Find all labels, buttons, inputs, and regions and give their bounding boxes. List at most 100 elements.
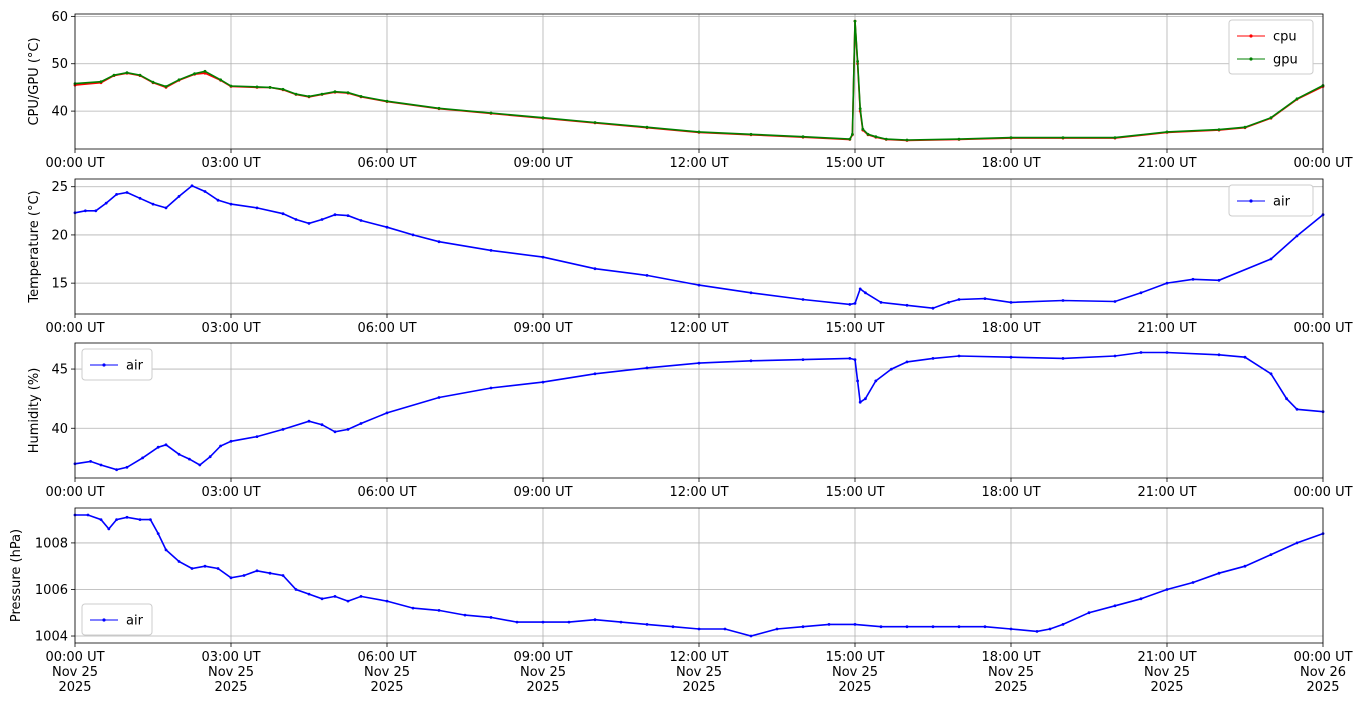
air-data-point xyxy=(385,411,389,415)
air-data-point xyxy=(1113,604,1117,608)
air-data-point xyxy=(671,625,675,629)
air-data-point xyxy=(567,620,571,624)
legend: air xyxy=(1228,184,1314,217)
gpu-data-point xyxy=(593,121,597,124)
air-data-point xyxy=(219,444,223,448)
x-tick-label: 12:00 UT xyxy=(669,650,728,665)
x-tick-label: Nov 25 xyxy=(52,665,98,680)
air-data-point xyxy=(1009,627,1013,631)
x-tick-label: 03:00 UT xyxy=(201,485,260,500)
air-data-point xyxy=(229,576,233,580)
air-data-point xyxy=(89,460,92,463)
air-data-point xyxy=(1139,351,1143,354)
air-temperature-panel: 15 20 25 00:00 UT 03:00 UT 06:00 UT 09:00 UT 12… xyxy=(27,178,1353,336)
air-data-point xyxy=(983,297,987,300)
air-legend-marker xyxy=(102,618,106,622)
air-data-point xyxy=(99,518,103,521)
air-data-point xyxy=(541,255,545,259)
air-data-point xyxy=(1269,553,1273,556)
y-tick-label: 60 xyxy=(51,10,68,25)
gpu-data-point xyxy=(164,85,168,88)
x-tick-label: 15:00 UT xyxy=(825,485,884,500)
air-data-point xyxy=(333,595,337,598)
air-data-point xyxy=(115,468,118,472)
air-data-point xyxy=(645,366,649,370)
air-data-point xyxy=(320,423,324,427)
y-tick-label: 1008 xyxy=(35,536,68,551)
air-data-point xyxy=(593,372,597,376)
gpu-data-point xyxy=(125,71,129,75)
x-tick-label: 18:00 UT xyxy=(981,650,1040,665)
x-tick-label: 12:00 UT xyxy=(669,321,728,336)
air-data-point xyxy=(177,452,181,456)
gpu-data-point xyxy=(851,132,854,136)
air-data-point xyxy=(1165,351,1169,354)
air-data-point xyxy=(1295,407,1299,411)
air-data-point xyxy=(164,443,168,447)
air-data-point xyxy=(723,627,727,631)
air-data-point xyxy=(125,515,129,519)
x-tick-label: Nov 26 xyxy=(1300,665,1346,680)
air-data-point xyxy=(1165,588,1169,591)
x-tick-label: 21:00 UT xyxy=(1137,321,1196,336)
gpu-data-point xyxy=(866,132,870,136)
air-legend-label: air xyxy=(126,359,144,374)
air-data-point xyxy=(593,267,597,271)
gpu-data-point xyxy=(874,135,878,139)
gpu-data-point xyxy=(333,90,337,94)
air-series-line xyxy=(74,184,1324,310)
air-data-point xyxy=(125,465,129,469)
x-tick-label: 2025 xyxy=(58,680,91,695)
air-data-point xyxy=(104,201,108,205)
x-tick-label: 09:00 UT xyxy=(513,650,572,665)
air-data-point xyxy=(203,564,207,568)
air-data-point xyxy=(294,588,298,591)
air-data-point xyxy=(749,634,753,638)
legend: air xyxy=(81,603,153,636)
gpu-data-point xyxy=(229,84,233,88)
x-tick-label: 00:00 UT xyxy=(45,650,104,665)
x-tick-label: 2025 xyxy=(526,680,559,695)
air-data-point xyxy=(1061,357,1065,360)
air-data-point xyxy=(931,306,935,310)
y-axis-title: Humidity (%) xyxy=(27,368,42,454)
cpu-legend-marker xyxy=(1249,34,1253,38)
air-data-point xyxy=(905,625,909,629)
air-data-point xyxy=(463,613,467,617)
air-data-point xyxy=(848,357,852,360)
air-data-point xyxy=(203,190,207,193)
air-data-point xyxy=(489,386,493,390)
air-data-point xyxy=(864,291,867,295)
air-data-point xyxy=(281,574,285,577)
air-data-point xyxy=(188,457,191,461)
air-data-point xyxy=(149,518,152,521)
air-data-point xyxy=(294,218,298,221)
air-data-point xyxy=(515,620,519,624)
gpu-data-point xyxy=(697,130,701,134)
air-data-point xyxy=(208,455,212,459)
x-tick-label: 12:00 UT xyxy=(669,485,728,500)
air-data-point xyxy=(541,380,545,384)
air-data-point xyxy=(827,623,831,626)
air-data-point xyxy=(947,301,950,304)
gpu-data-point xyxy=(294,92,298,96)
y-tick-label: 1004 xyxy=(35,630,68,645)
air-data-point xyxy=(99,463,103,467)
air-data-point xyxy=(1009,301,1013,304)
air-data-point xyxy=(801,625,805,629)
air-data-point xyxy=(115,193,118,196)
gpu-series-line xyxy=(74,21,1324,141)
air-data-point xyxy=(1295,541,1299,545)
air-data-point xyxy=(385,599,389,603)
air-data-point xyxy=(645,274,649,277)
air-data-point xyxy=(801,358,805,361)
air-data-point xyxy=(489,616,493,619)
air-data-point xyxy=(1009,355,1013,359)
x-tick-label: Nov 25 xyxy=(1144,665,1190,680)
air-data-point xyxy=(957,298,961,301)
air-data-point xyxy=(307,419,311,423)
air-data-point xyxy=(697,283,701,287)
gpu-data-point xyxy=(307,95,311,98)
